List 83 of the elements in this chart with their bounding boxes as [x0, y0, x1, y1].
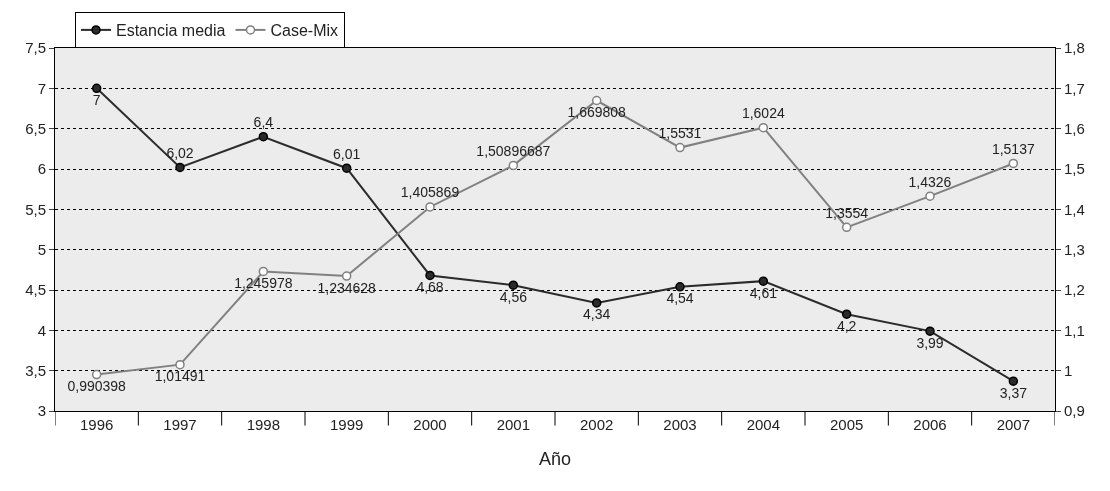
- x-tick-label: 2001: [496, 416, 531, 433]
- x-tick-label: 2000: [413, 416, 447, 433]
- point: [258, 266, 269, 277]
- data-label: 1,6024: [741, 105, 785, 122]
- y-tick-label: 7,5: [25, 39, 46, 57]
- x-tick-label: 1997: [163, 416, 197, 433]
- data-label: 6,02: [166, 144, 194, 161]
- point: [508, 160, 519, 171]
- point: [841, 222, 852, 233]
- y2-tick-label: 1,3: [1064, 240, 1085, 258]
- point: [925, 326, 935, 336]
- legend-label: Estancia media: [116, 22, 226, 40]
- point: [175, 162, 185, 173]
- point: [675, 282, 685, 292]
- data-label: 1,669808: [567, 104, 627, 121]
- point: [758, 122, 769, 133]
- data-label: 1,405869: [400, 184, 460, 201]
- data-label: 4,61: [749, 284, 778, 301]
- data-label: 1,50896687: [476, 142, 551, 159]
- point: [341, 163, 352, 173]
- y-tick-label: 3: [37, 402, 46, 420]
- y-tick-label: 4: [37, 321, 46, 339]
- y2-tick-label: 1,2: [1064, 281, 1085, 299]
- x-tick-label: 2007: [996, 416, 1031, 433]
- point: [341, 271, 352, 281]
- data-label: 3,99: [916, 334, 944, 351]
- y-tick-label: 5: [37, 240, 46, 258]
- y2-tick-label: 1,5: [1064, 160, 1085, 178]
- y2-tick-label: 1,1: [1064, 321, 1085, 339]
- x-tick-label: 1999: [329, 416, 364, 433]
- data-label: 0,990398: [67, 378, 127, 395]
- x-axis-title: Año: [538, 449, 572, 470]
- y-tick-label: 7: [37, 79, 46, 97]
- point: [91, 369, 102, 380]
- data-label: 1,245978: [234, 274, 293, 291]
- x-tick-label: 2004: [746, 416, 781, 433]
- data-label: 4,68: [416, 278, 444, 295]
- x-tick-label: 2005: [829, 416, 864, 433]
- point: [925, 191, 935, 201]
- x-tick-label: 2006: [913, 416, 947, 433]
- point: [1008, 158, 1019, 169]
- point: [258, 131, 269, 142]
- data-label: 4,2: [836, 317, 857, 334]
- y-tick-label: 3,5: [25, 361, 46, 379]
- y2-tick-label: 1,4: [1064, 200, 1085, 218]
- x-tick-label: 2002: [579, 416, 614, 433]
- data-label: 4,54: [666, 290, 694, 307]
- point: [675, 142, 685, 153]
- y-tick-label: 6,5: [25, 119, 46, 137]
- data-label: 4,34: [583, 306, 611, 323]
- data-label: 1,01491: [154, 368, 206, 385]
- legend-label: Case-Mix: [270, 22, 339, 40]
- data-label: 3,37: [999, 384, 1028, 401]
- y2-tick-label: 1: [1064, 361, 1073, 379]
- data-label: 1,5531: [658, 125, 702, 142]
- point: [425, 202, 435, 212]
- data-label: 1,234628: [317, 279, 377, 296]
- x-tick-label: 1998: [246, 416, 281, 433]
- data-label: 4,56: [499, 288, 528, 305]
- point: [591, 95, 602, 106]
- x-tick-label: 1996: [79, 416, 114, 433]
- point: [91, 83, 102, 94]
- y-tick-label: 6: [37, 160, 46, 178]
- data-label: 1,3554: [825, 204, 869, 221]
- y2-tick-label: 0,9: [1064, 402, 1085, 420]
- y-tick-label: 5,5: [25, 200, 46, 218]
- point: [591, 298, 602, 308]
- point: [175, 359, 185, 370]
- data-label: 1,4326: [908, 173, 952, 190]
- data-label: 7: [92, 91, 101, 108]
- point: [1008, 376, 1019, 386]
- y-tick-label: 4,5: [25, 281, 46, 299]
- data-label: 6,4: [253, 114, 274, 131]
- point: [425, 270, 435, 281]
- y2-tick-label: 1,6: [1064, 119, 1085, 137]
- y2-tick-label: 1,7: [1064, 79, 1085, 97]
- point: [841, 309, 852, 319]
- point: [758, 276, 769, 286]
- data-label: 1,5137: [991, 140, 1035, 157]
- x-tick-label: 2003: [663, 416, 697, 433]
- point: [508, 280, 519, 290]
- data-label: 6,01: [333, 145, 361, 162]
- y2-tick-label: 1,8: [1064, 39, 1085, 57]
